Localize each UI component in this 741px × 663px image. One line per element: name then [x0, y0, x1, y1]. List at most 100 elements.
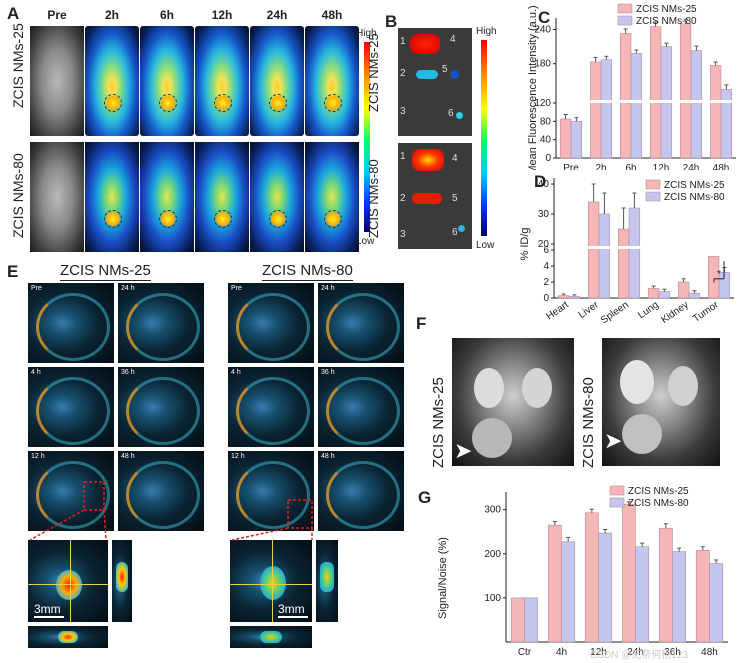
panel-e-group-80: ZCIS NMs-80 [262, 262, 353, 281]
bar [598, 532, 613, 643]
bar [695, 549, 710, 643]
panel-e-ct-slice: 24 h [118, 283, 204, 363]
axis-break [555, 246, 735, 249]
panel-a-fluorescence-image [140, 26, 194, 136]
ct-slice-time-label: 48 h [321, 453, 335, 460]
panel-f-label-25: ZCIS NMs-25 [430, 377, 447, 468]
bottom-hotspot-80 [260, 631, 282, 643]
bar [547, 524, 562, 643]
ct-slice-time-label: 12 h [31, 453, 45, 460]
panel-letter-e: E [7, 262, 19, 281]
panel-a-bright-field-image [30, 142, 84, 252]
ct-slice-time-label: Pre [31, 285, 42, 292]
ct-body-outline [36, 377, 110, 445]
scalebar-80 [278, 616, 308, 618]
ct-slice-time-label: 4 h [31, 369, 41, 376]
panel-e-side-25 [112, 540, 132, 622]
y-tick-label: 180 [534, 59, 551, 70]
ct-slice-time-label: 24 h [321, 285, 335, 292]
organ-liver-80 [412, 149, 444, 171]
panel-f-mri-25: ➤ [452, 338, 574, 466]
legend-label: ZCIS NMs-80 [636, 16, 697, 27]
zoom-hotspot-25 [56, 570, 82, 600]
tumor-circle [104, 94, 122, 113]
legend-swatch [617, 15, 633, 26]
panel-e-ct-slice: 36 h [118, 367, 204, 447]
zoom-crosshair-h-25 [28, 584, 108, 585]
bar [635, 546, 650, 643]
scale-text-25: 3mm [34, 602, 61, 616]
panel-a-scale-low: Low [356, 236, 375, 247]
mri-tumor-25 [472, 418, 512, 458]
panel-b-scale-low: Low [476, 240, 495, 251]
bar [621, 504, 636, 643]
legend-label: ZCIS NMs-80 [664, 192, 725, 203]
panel-a-fluorescence-image [140, 142, 194, 252]
zoom-crosshair-v-80 [272, 540, 273, 622]
panel-b-organs-25: 1 2 3 4 5 6 [398, 28, 472, 136]
bar [672, 551, 687, 643]
zoom-crosshair-v-25 [70, 540, 71, 622]
panel-a-fluorescence-image [305, 26, 359, 136]
organ-num-5: 5 [442, 64, 448, 75]
ct-slice-time-label: 12 h [231, 453, 245, 460]
bar [510, 597, 525, 643]
ct-body-outline [326, 377, 400, 445]
x-tick-label: 24h [683, 163, 700, 170]
panel-e-bottom-25 [28, 626, 108, 648]
organ-tumor-80 [458, 225, 465, 232]
panel-letter-c: C [538, 8, 551, 27]
panel-e-ct-slice: 4 h [28, 367, 114, 447]
ct-slice-time-label: 36 h [121, 369, 135, 376]
y-axis-label: % ID/g [519, 227, 531, 260]
panel-e-group-25: ZCIS NMs-25 [60, 262, 151, 281]
panel-letter-b: B [385, 12, 398, 31]
tumor-circle [104, 210, 122, 229]
legend-swatch [609, 497, 625, 508]
panel-e-side-80 [316, 540, 338, 622]
panel-b-organs-80: 1 2 3 4 5 6 [398, 143, 472, 249]
ct-body-outline [126, 461, 200, 529]
y-tick-label: 40 [538, 179, 550, 190]
bar [688, 292, 701, 299]
organ-liver-25 [410, 34, 440, 54]
chart-c-mean-fluorescence: 0 40 80 120 180 240 Pre 2h 6h 12h 24h 48h ZCIS NMs-2… [527, 3, 737, 170]
bottom-hotspot-25 [58, 631, 78, 643]
organ-num-6b: 6 [452, 227, 458, 238]
panel-letter-f: F [416, 314, 427, 333]
y-tick-label: 2 [543, 277, 549, 288]
y-tick-label: 40 [540, 135, 552, 146]
legend-swatch [645, 191, 661, 202]
panel-a-fluorescence-image [250, 26, 304, 136]
bar [709, 563, 724, 643]
ct-body-outline [326, 293, 400, 361]
organ-kidney-25 [450, 70, 459, 79]
x-tick-label: Pre [563, 163, 579, 170]
y-tick-label: 200 [484, 549, 501, 560]
organ-num-2b: 2 [400, 193, 406, 204]
ct-slice-time-label: 4 h [231, 369, 241, 376]
x-tick-label: 36h [664, 647, 681, 658]
bar [584, 512, 599, 643]
panel-e-zoom-25: 3mm [28, 540, 108, 622]
organ-num-1: 1 [400, 36, 406, 47]
mri-kidney-right-25 [522, 368, 552, 408]
bar [658, 291, 671, 299]
panel-e-bottom-80 [230, 626, 312, 648]
y-tick-label: 6 [543, 245, 549, 256]
legend-swatch [609, 485, 625, 496]
panel-e-ct-slice: Pre [28, 283, 114, 363]
y-tick-label: 240 [534, 24, 551, 35]
legend-label: ZCIS NMs-80 [628, 498, 689, 509]
panel-a-scale-high: High [356, 28, 377, 39]
ct-slice-time-label: 24 h [121, 285, 135, 292]
side-hotspot-25 [116, 562, 128, 592]
mri-kidney-left-80 [620, 360, 654, 404]
panel-e-ct-slice: 12 h [28, 451, 114, 531]
panel-a-time-label: Pre [47, 8, 67, 22]
panel-letter-g: G [418, 488, 432, 507]
legend-label: ZCIS NMs-25 [636, 4, 697, 15]
mri-tumor-80 [622, 414, 662, 454]
